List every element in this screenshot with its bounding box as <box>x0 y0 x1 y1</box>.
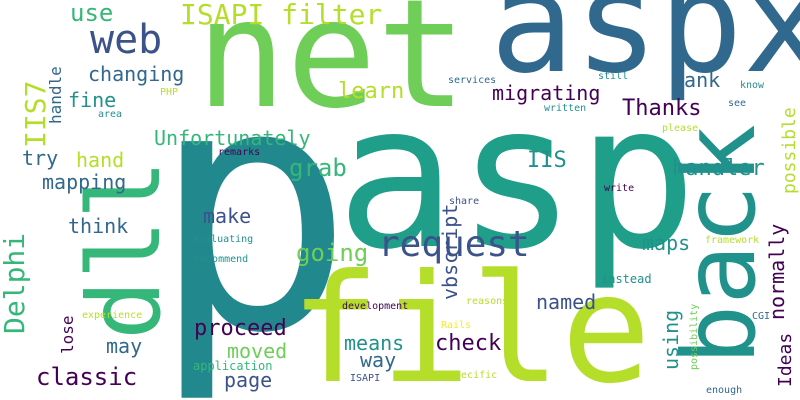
word-net: net <box>196 0 467 142</box>
word-written: written <box>544 103 587 114</box>
word-delphi: Delphi <box>0 232 31 334</box>
word-rails: Rails <box>441 320 472 331</box>
word-normally: normally <box>765 223 789 320</box>
word-asp: asp <box>336 61 698 294</box>
word-possibility: possibility <box>689 303 700 370</box>
word-please: please <box>662 123 699 134</box>
word-p: p <box>150 12 355 400</box>
word-know: know <box>740 80 765 91</box>
word-maps: maps <box>642 231 691 255</box>
word-isapi-filter: ISAPI filter <box>180 0 383 31</box>
word-ideas: Ideas <box>775 332 796 387</box>
word-proceed: proceed <box>194 316 287 341</box>
word-possible: possible <box>779 107 800 194</box>
word-development: development <box>342 301 409 312</box>
word-remarks: remarks <box>218 147 261 158</box>
word-still: still <box>598 71 629 82</box>
word-enough: enough <box>706 385 743 396</box>
word-page: page <box>224 368 273 392</box>
word-using: using <box>659 309 683 370</box>
word-request: request <box>378 224 530 265</box>
word-php: PHP <box>160 87 179 98</box>
word-rank: rank <box>672 68 721 92</box>
word-experience: experience <box>82 310 143 321</box>
word-fine: fine <box>68 88 117 112</box>
word-may: may <box>106 334 143 358</box>
word-unfortunately: Unfortunately <box>154 126 311 150</box>
word-specific: specific <box>449 370 498 381</box>
word-cgi: CGI <box>752 311 771 322</box>
word-isapi: ISAPI <box>350 373 381 384</box>
word-aspx: aspx <box>490 0 800 105</box>
word-think: think <box>68 214 129 238</box>
word-learn: learn <box>338 79 405 104</box>
word-recommend: recommend <box>194 254 249 265</box>
word-lose: lose <box>58 315 77 354</box>
word-area: area <box>98 109 123 120</box>
word-write: write <box>604 183 635 194</box>
word-iis: IIS <box>527 148 567 173</box>
word-web: web <box>90 17 163 63</box>
word-see: see <box>728 98 747 109</box>
word-changing: changing <box>88 62 185 86</box>
word-handle: handle <box>46 66 65 124</box>
word-evaluating: evaluating <box>193 234 254 245</box>
word-reasons: reasons <box>466 296 509 307</box>
word-named: named <box>536 290 597 314</box>
word-going: going <box>296 239 369 267</box>
word-hand: hand <box>76 148 125 172</box>
word-share: share <box>449 196 480 207</box>
word-check: check <box>435 331 502 356</box>
word-thanks: Thanks <box>622 96 702 121</box>
word-way: way <box>360 348 397 372</box>
word-application: application <box>193 359 273 373</box>
word-moved: moved <box>227 339 288 363</box>
word-use: use <box>70 0 114 27</box>
word-try: try <box>22 146 59 170</box>
word-migrating: migrating <box>492 81 601 105</box>
word-classic: classic <box>36 363 138 391</box>
word-grab: grab <box>289 154 347 182</box>
word-handler: handler <box>672 156 765 181</box>
word-make: make <box>203 204 252 228</box>
word-instead: instead <box>601 272 652 286</box>
word-file: file <box>290 243 652 400</box>
word-mapping: mapping <box>42 170 127 194</box>
word-means: means <box>344 331 405 355</box>
word-framework: framework <box>705 235 760 246</box>
word-services: services <box>448 75 497 86</box>
